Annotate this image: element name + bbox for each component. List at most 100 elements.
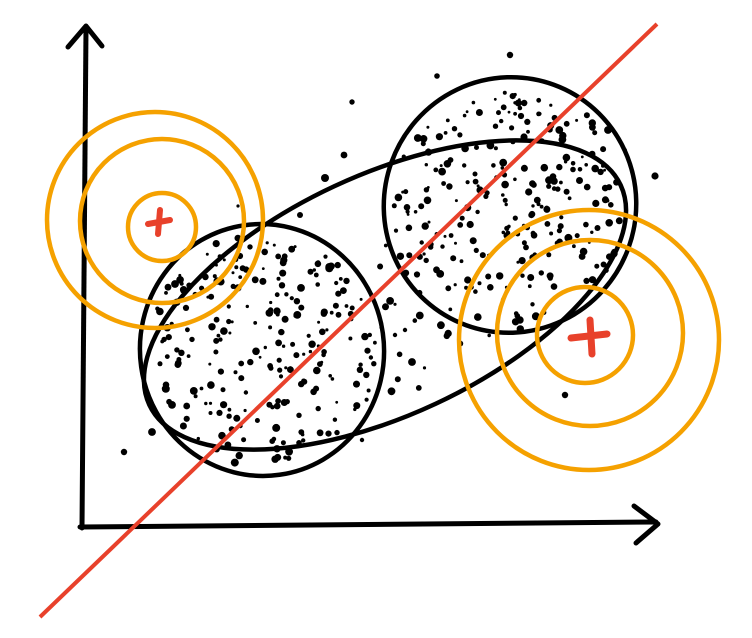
data-point-dot bbox=[272, 423, 281, 432]
data-point-dot bbox=[437, 321, 445, 330]
top-left-contours bbox=[44, 109, 266, 331]
data-point-dot bbox=[563, 160, 568, 164]
data-point-dot bbox=[501, 230, 506, 235]
data-point-dot bbox=[230, 320, 234, 324]
data-point-dot bbox=[338, 277, 343, 281]
data-point-dot bbox=[499, 118, 504, 124]
data-point-dot bbox=[393, 228, 399, 233]
data-point-dot bbox=[583, 277, 590, 284]
data-point-dot bbox=[226, 304, 231, 309]
data-point-dot bbox=[493, 146, 498, 151]
data-point-dot bbox=[208, 401, 213, 405]
data-point-dot bbox=[450, 255, 457, 262]
data-point-dot bbox=[186, 354, 191, 358]
data-point-dot bbox=[426, 125, 430, 129]
data-point-dot bbox=[464, 276, 472, 284]
data-point-dot bbox=[298, 429, 305, 435]
data-point-dot bbox=[230, 458, 239, 467]
data-point-dot bbox=[396, 252, 405, 260]
data-point-dot bbox=[241, 437, 247, 443]
data-point-dot bbox=[453, 283, 457, 287]
data-point-dot bbox=[419, 240, 424, 245]
data-point-dot bbox=[245, 304, 249, 309]
data-point-dot bbox=[320, 308, 328, 316]
data-point-dot bbox=[496, 272, 504, 280]
data-point-dot bbox=[238, 375, 245, 382]
data-point-dot bbox=[509, 125, 515, 131]
data-point-dot bbox=[413, 271, 421, 278]
data-point-dot bbox=[496, 110, 501, 116]
data-point-dot bbox=[393, 302, 397, 306]
data-point-dot bbox=[281, 344, 286, 348]
data-point-dot bbox=[523, 244, 529, 251]
data-point-dot bbox=[561, 391, 569, 399]
data-point-dot bbox=[454, 199, 458, 203]
data-point-dot bbox=[433, 167, 439, 173]
data-point-dot bbox=[530, 230, 536, 236]
data-point-dot bbox=[164, 283, 172, 291]
data-point-dot bbox=[527, 284, 532, 289]
data-point-dot bbox=[491, 163, 496, 168]
data-point-dot bbox=[321, 174, 329, 182]
data-point-dot bbox=[179, 422, 187, 430]
contour-ring-outer bbox=[456, 207, 722, 473]
data-point-dot bbox=[176, 276, 184, 284]
data-point-dot bbox=[531, 204, 535, 208]
data-point-dot bbox=[574, 233, 580, 239]
data-point-dot bbox=[313, 272, 319, 278]
data-point-dot bbox=[301, 378, 307, 384]
data-point-dot bbox=[603, 168, 606, 172]
data-point-dot bbox=[171, 280, 179, 288]
data-point-dot bbox=[296, 412, 302, 418]
data-point-dot bbox=[421, 222, 429, 230]
data-point-dot bbox=[549, 231, 554, 236]
data-point-dot bbox=[559, 180, 563, 185]
bottom-right-contours bbox=[456, 207, 722, 473]
data-point-dot bbox=[504, 225, 510, 231]
data-point-dot bbox=[275, 339, 282, 347]
data-point-dot bbox=[179, 281, 184, 286]
data-point-dot bbox=[412, 318, 418, 323]
data-point-dot bbox=[368, 355, 374, 360]
data-point-dot bbox=[570, 161, 576, 166]
data-point-dot bbox=[199, 386, 204, 391]
data-point-dot bbox=[422, 252, 426, 256]
data-point-dot bbox=[528, 212, 535, 219]
data-point-dot bbox=[567, 196, 572, 201]
data-point-dot bbox=[259, 277, 267, 285]
data-point-dot bbox=[269, 438, 276, 445]
data-point-dot bbox=[359, 297, 363, 301]
data-point-dot bbox=[218, 337, 223, 342]
data-point-dot bbox=[419, 135, 428, 143]
data-point-dot bbox=[182, 304, 190, 311]
x-axis-arrow bbox=[77, 519, 659, 530]
data-point-dot bbox=[364, 347, 371, 354]
data-point-dot bbox=[448, 307, 453, 312]
data-point-dot bbox=[359, 437, 365, 443]
data-point-dot bbox=[213, 337, 220, 344]
data-point-dot bbox=[193, 394, 198, 399]
data-point-dot bbox=[555, 186, 561, 192]
data-point-dot bbox=[157, 361, 163, 367]
data-point-dot bbox=[391, 203, 397, 209]
data-point-dot bbox=[423, 196, 432, 205]
data-point-dot bbox=[269, 300, 273, 305]
data-point-dot bbox=[487, 333, 492, 338]
data-point-dot bbox=[506, 51, 514, 59]
data-point-dot bbox=[306, 333, 311, 338]
data-point-dot bbox=[578, 253, 586, 260]
data-point-dot bbox=[500, 104, 507, 111]
data-point-dot bbox=[592, 199, 600, 207]
data-point-dot bbox=[302, 352, 306, 356]
data-point-dot bbox=[335, 290, 342, 297]
data-point-dot bbox=[536, 202, 541, 207]
data-point-dot bbox=[588, 119, 596, 127]
data-point-dot bbox=[473, 247, 479, 253]
data-point-dot bbox=[382, 303, 389, 311]
data-point-dot bbox=[293, 298, 301, 305]
data-point-dot bbox=[462, 163, 467, 168]
data-point-dot bbox=[323, 254, 328, 259]
data-point-dot bbox=[258, 355, 262, 359]
data-point-dot bbox=[556, 163, 563, 171]
data-point-dot bbox=[280, 440, 286, 446]
